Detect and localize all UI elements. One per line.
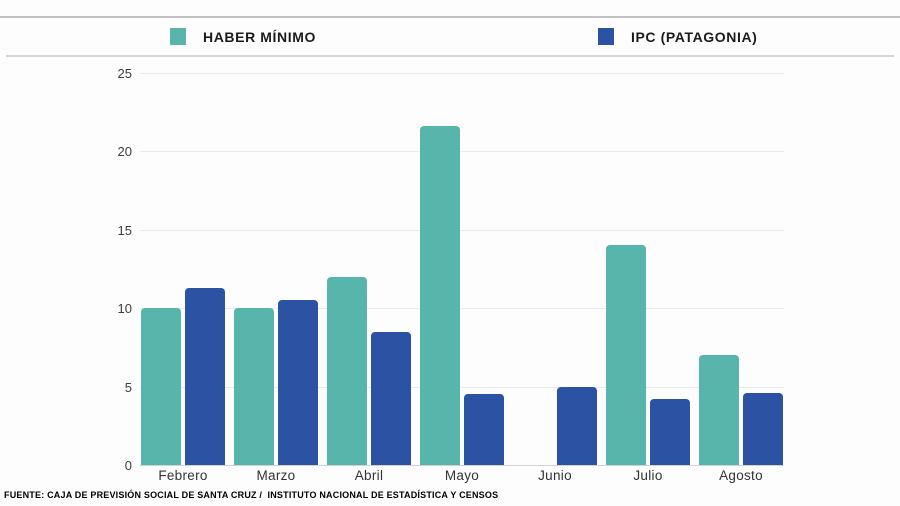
bar-haber-minimo-julio bbox=[606, 245, 646, 465]
x-tick-label-julio: Julio bbox=[633, 468, 663, 483]
y-tick-label-25: 25 bbox=[117, 66, 132, 81]
gridline-15 bbox=[140, 229, 784, 231]
bar-haber-minimo-marzo bbox=[234, 308, 274, 465]
bar-haber-minimo-mayo bbox=[420, 126, 460, 465]
y-tick-label-20: 20 bbox=[117, 144, 132, 160]
bar-ipc-patagonia-junio bbox=[557, 386, 597, 465]
bar-ipc-patagonia-abril bbox=[371, 331, 411, 465]
gridline-0 bbox=[140, 465, 784, 466]
haber-minimo-swatch-icon bbox=[170, 28, 186, 45]
x-tick-label-agosto: Agosto bbox=[719, 468, 763, 483]
legend-divider-line bbox=[6, 55, 894, 57]
legend-item-ipc-patagonia: IPC (PATAGONIA) bbox=[598, 28, 757, 45]
bar-ipc-patagonia-mayo bbox=[464, 394, 504, 465]
source-note: FUENTE: CAJA DE PREVISIÓN SOCIAL DE SANT… bbox=[4, 490, 499, 500]
bar-ipc-patagonia-marzo bbox=[278, 300, 318, 465]
gridline-20 bbox=[140, 151, 784, 153]
ipc-patagonia-swatch-icon bbox=[598, 28, 614, 45]
legend-item-haber-minimo: HABER MÍNIMO bbox=[170, 28, 316, 45]
bar-ipc-patagonia-agosto bbox=[743, 392, 783, 465]
y-tick-label-5: 5 bbox=[124, 379, 132, 395]
legend-label-ipc-patagonia: IPC (PATAGONIA) bbox=[631, 28, 758, 45]
bar-haber-minimo-abril bbox=[327, 276, 367, 465]
gridline-25 bbox=[140, 73, 784, 74]
x-tick-label-junio: Junio bbox=[538, 468, 572, 483]
x-tick-label-febrero: Febrero bbox=[158, 468, 208, 483]
legend-label-haber-minimo: HABER MÍNIMO bbox=[203, 28, 316, 45]
bar-ipc-patagonia-julio bbox=[650, 399, 690, 465]
x-tick-label-abril: Abril bbox=[354, 468, 384, 483]
bar-haber-minimo-febrero bbox=[141, 308, 181, 465]
bar-ipc-patagonia-febrero bbox=[185, 287, 225, 465]
x-tick-label-mayo: Mayo bbox=[444, 468, 480, 483]
bar-haber-minimo-agosto bbox=[699, 355, 739, 465]
y-tick-label-0: 0 bbox=[124, 458, 132, 473]
y-tick-label-15: 15 bbox=[117, 222, 132, 238]
x-tick-label-marzo: Marzo bbox=[256, 468, 296, 483]
gridline-5 bbox=[140, 386, 784, 388]
y-tick-label-10: 10 bbox=[117, 301, 132, 317]
gridline-10 bbox=[140, 308, 784, 310]
top-divider-line bbox=[0, 16, 900, 18]
